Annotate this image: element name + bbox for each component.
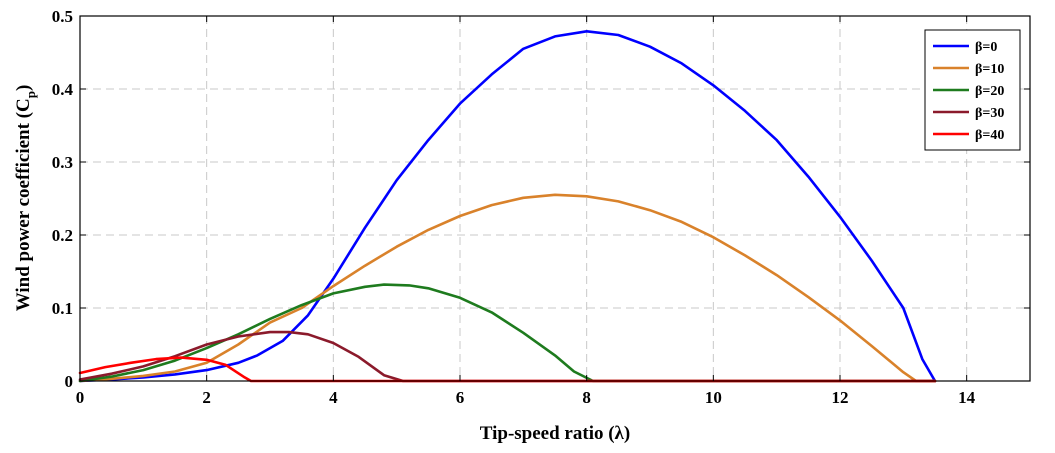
axis-ticks: 0 2 4 6 8 10 12 14 0 0.1 0.2 0.3 0.4 0.5 — [52, 7, 1030, 407]
x-tick-label: 10 — [705, 388, 722, 407]
series-line-0 — [78, 29, 937, 383]
series-line-1 — [78, 193, 937, 383]
legend-label-1: β=10 — [975, 62, 1004, 77]
series-line-4 — [78, 356, 937, 383]
x-tick-label: 0 — [76, 388, 85, 407]
y-tick-label: 0 — [65, 372, 74, 391]
legend-label-2: β=20 — [975, 84, 1004, 99]
legend-label-4: β=40 — [975, 128, 1004, 143]
x-tick-label: 4 — [329, 388, 338, 407]
y-axis-label-main: Wind power coefficient (C — [13, 98, 34, 311]
x-tick-label: 6 — [456, 388, 465, 407]
y-tick-label: 0.5 — [52, 7, 73, 26]
series-line-3 — [78, 330, 937, 383]
series-line-2 — [78, 283, 937, 383]
series-lines — [78, 29, 937, 383]
y-tick-label: 0.2 — [52, 226, 73, 245]
x-axis-label: Tip-speed ratio (λ) — [480, 423, 630, 444]
plot-area-frame — [79, 15, 1031, 382]
y-tick-label: 0.4 — [52, 80, 74, 99]
y-axis-label-end: ) — [13, 85, 34, 91]
legend: β=0 β=10 β=20 β=30 β=40 — [924, 29, 1021, 151]
legend-label-0: β=0 — [975, 40, 997, 55]
x-tick-label: 12 — [832, 388, 849, 407]
x-tick-label: 2 — [202, 388, 211, 407]
y-tick-label: 0.3 — [52, 153, 73, 172]
grid — [80, 16, 1030, 381]
legend-items: β=0 β=10 β=20 β=30 β=40 — [933, 40, 1004, 143]
x-tick-label: 8 — [582, 388, 591, 407]
x-tick-label: 14 — [958, 388, 976, 407]
y-axis-label-subscript: p — [23, 91, 38, 98]
y-axis-label: Wind power coefficient (Cp) — [13, 85, 38, 312]
legend-label-3: β=30 — [975, 106, 1004, 121]
y-tick-label: 0.1 — [52, 299, 73, 318]
